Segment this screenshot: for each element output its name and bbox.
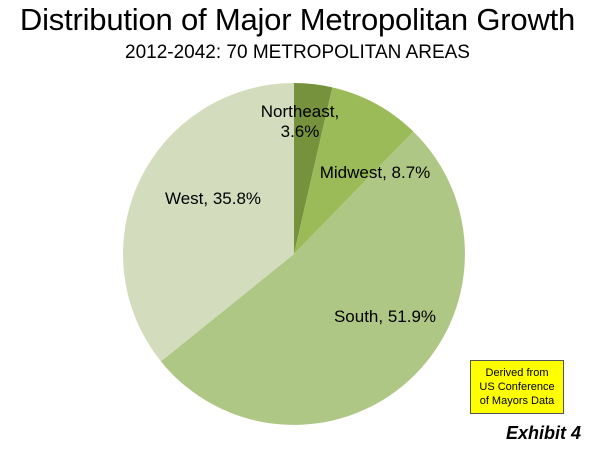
pie-slice-northeast: [294, 83, 333, 254]
chart-subtitle: 2012-2042: 70 METROPOLITAN AREAS: [125, 42, 470, 63]
pie-slice-south: [160, 131, 465, 425]
source-note-line-3: of Mayors Data: [479, 395, 555, 407]
chart-title: Distribution of Major Metropolitan Growt…: [19, 2, 576, 37]
source-note-line-2: US Conference: [479, 381, 555, 393]
slice-label-midwest: Midwest, 8.7%: [320, 163, 431, 182]
slice-label-west: West, 35.8%: [165, 189, 261, 208]
slice-label-northeast: Northeast, 3.6%: [261, 102, 339, 141]
source-note: Derived from US Conference of Mayors Dat…: [470, 360, 564, 414]
source-note-line-1: Derived from: [485, 367, 549, 379]
exhibit-label: Exhibit 4: [505, 423, 581, 443]
slice-label-south: South, 51.9%: [334, 307, 436, 326]
pie-slice-midwest: [294, 87, 414, 254]
pie-slice-west: [122, 82, 295, 362]
